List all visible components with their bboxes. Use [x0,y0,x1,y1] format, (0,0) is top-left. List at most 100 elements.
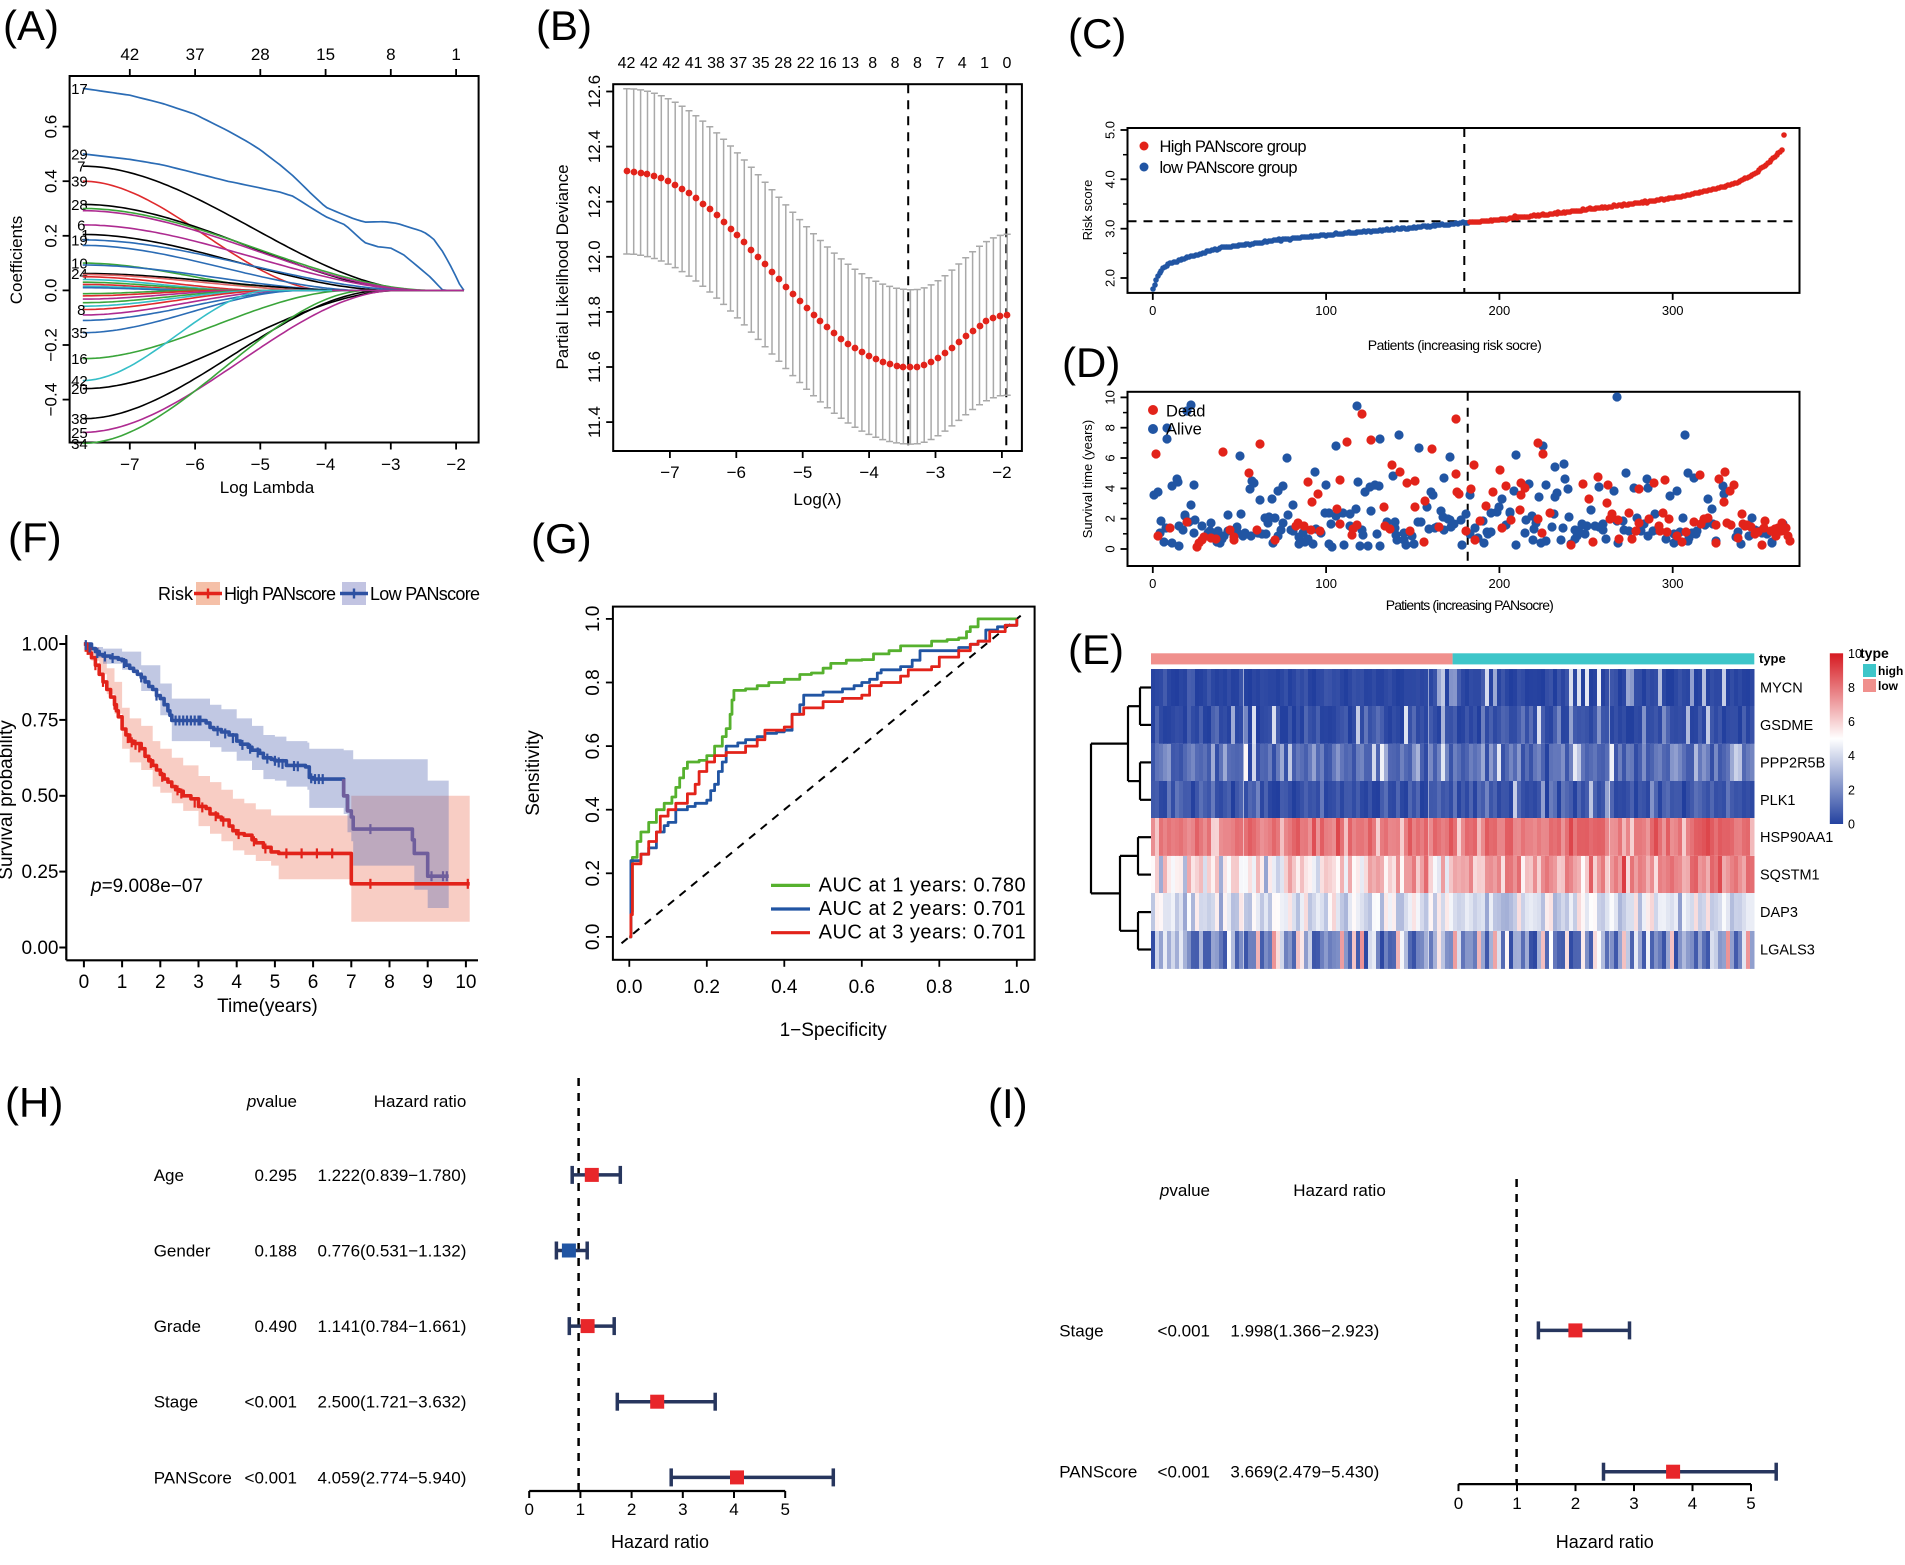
svg-text:AUC at 2 years: 0.701: AUC at 2 years: 0.701 [819,898,1026,920]
svg-text:0.00: 0.00 [22,938,59,959]
svg-text:200: 200 [1489,576,1511,591]
svg-text:9: 9 [422,972,433,993]
svg-text:100: 100 [1315,303,1337,318]
svg-text:6: 6 [308,972,319,993]
svg-text:16: 16 [71,351,88,368]
svg-text:4.059(2.774−5.940): 4.059(2.774−5.940) [318,1468,467,1487]
svg-text:41: 41 [685,55,703,72]
svg-text:Grade: Grade [154,1317,201,1336]
svg-text:(A): (A) [3,2,59,49]
svg-text:AUC at 3 years: 0.701: AUC at 3 years: 0.701 [819,922,1026,944]
svg-text:0: 0 [1003,55,1012,72]
svg-text:0.0: 0.0 [42,279,61,303]
svg-text:(E): (E) [1068,626,1124,673]
svg-text:MYCN: MYCN [1760,681,1803,697]
svg-text:PPP2R5B: PPP2R5B [1760,755,1825,771]
svg-text:1: 1 [117,972,128,993]
svg-text:SQSTM1: SQSTM1 [1760,868,1820,884]
svg-text:8: 8 [1848,681,1855,695]
svg-text:37: 37 [186,45,205,64]
svg-text:2: 2 [155,972,166,993]
svg-text:0.4: 0.4 [583,796,604,823]
svg-text:35: 35 [71,325,88,342]
svg-text:(G): (G) [531,515,592,562]
svg-text:10: 10 [1848,647,1862,661]
svg-text:0.490: 0.490 [254,1317,297,1336]
svg-text:Alive: Alive [1166,421,1202,439]
svg-text:19: 19 [71,232,88,249]
svg-text:4: 4 [231,972,242,993]
svg-text:High PANscore: High PANscore [224,584,336,604]
svg-text:42: 42 [618,55,636,72]
svg-text:1.0: 1.0 [1004,977,1030,998]
svg-text:4: 4 [958,55,967,72]
svg-text:Log(λ): Log(λ) [793,490,841,509]
svg-text:8: 8 [384,972,395,993]
svg-text:12.0: 12.0 [585,240,604,273]
svg-text:0.75: 0.75 [22,710,59,731]
svg-text:Hazard ratio: Hazard ratio [1293,1181,1386,1200]
svg-text:0.295: 0.295 [254,1166,297,1185]
svg-text:2: 2 [1848,783,1855,797]
svg-text:8: 8 [913,55,922,72]
svg-text:p=9.008e−07: p=9.008e−07 [90,876,203,897]
svg-text:5: 5 [270,972,281,993]
svg-text:29: 29 [71,146,88,163]
svg-text:42: 42 [120,45,139,64]
svg-text:8: 8 [868,55,877,72]
svg-text:Time(years): Time(years) [217,996,318,1017]
svg-text:0: 0 [79,972,90,993]
svg-text:22: 22 [797,55,815,72]
svg-text:Stage: Stage [154,1393,198,1412]
svg-text:(H): (H) [5,1079,63,1126]
svg-text:PANScore: PANScore [1059,1463,1137,1482]
svg-text:8: 8 [891,55,900,72]
svg-text:16: 16 [819,55,837,72]
svg-text:0.4: 0.4 [42,169,61,193]
svg-text:Hazard ratio: Hazard ratio [611,1532,709,1552]
svg-text:−2: −2 [446,455,465,474]
svg-text:11.6: 11.6 [585,351,604,383]
svg-text:0.188: 0.188 [254,1242,297,1261]
svg-text:13: 13 [841,55,859,72]
svg-text:12.4: 12.4 [585,130,604,163]
svg-text:Hazard ratio: Hazard ratio [1556,1532,1654,1552]
svg-text:0: 0 [524,1500,533,1519]
svg-text:−5: −5 [251,455,270,474]
svg-text:0.6: 0.6 [42,115,61,139]
svg-text:Coefficients: Coefficients [7,216,26,305]
svg-text:GSDME: GSDME [1760,718,1814,734]
svg-text:(D): (D) [1062,339,1120,386]
svg-text:2.500(1.721−3.632): 2.500(1.721−3.632) [318,1393,467,1412]
svg-text:3: 3 [678,1500,687,1519]
svg-text:28: 28 [774,55,792,72]
svg-text:Log Lambda: Log Lambda [220,478,315,497]
svg-text:4: 4 [1688,1494,1697,1513]
svg-text:15: 15 [316,45,335,64]
svg-text:low: low [1878,679,1899,693]
svg-text:0.776(0.531−1.132): 0.776(0.531−1.132) [318,1242,467,1261]
svg-text:0.2: 0.2 [694,977,720,998]
svg-text:(I): (I) [988,1080,1028,1127]
svg-text:25: 25 [71,425,88,442]
svg-text:1.0: 1.0 [583,606,604,632]
svg-text:7: 7 [77,159,85,176]
svg-text:(C): (C) [1068,10,1126,57]
svg-text:−3: −3 [926,463,945,482]
svg-text:Survival time (years): Survival time (years) [1080,420,1095,538]
svg-text:42: 42 [71,373,88,390]
svg-text:42: 42 [662,55,680,72]
svg-text:<0.001: <0.001 [1158,1321,1210,1340]
svg-text:Age: Age [154,1166,184,1185]
svg-text:low PANscore group: low PANscore group [1160,159,1298,177]
svg-text:1.222(0.839−1.780): 1.222(0.839−1.780) [318,1166,467,1185]
svg-text:PLK1: PLK1 [1760,793,1795,809]
svg-text:type: type [1860,645,1889,661]
svg-text:3: 3 [1629,1494,1638,1513]
svg-text:3.0: 3.0 [1103,220,1118,238]
svg-text:7: 7 [346,972,357,993]
svg-text:−3: −3 [381,455,400,474]
svg-text:10: 10 [1103,390,1118,404]
svg-text:0: 0 [1149,576,1156,591]
svg-text:3.669(2.479−5.430): 3.669(2.479−5.430) [1230,1463,1379,1482]
